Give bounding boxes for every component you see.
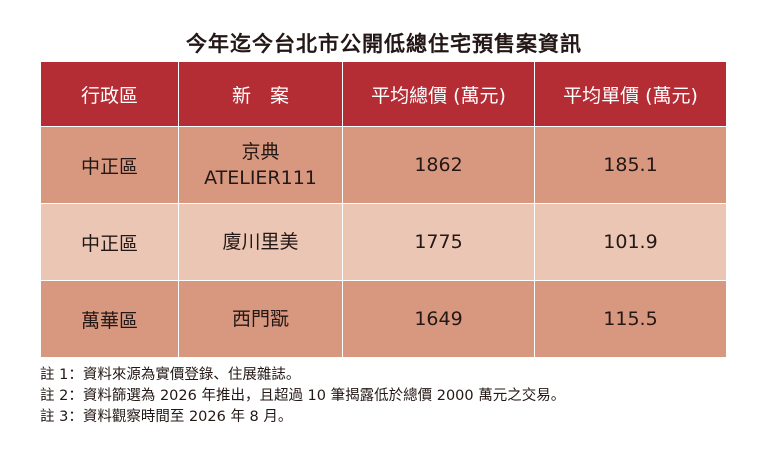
project-name-line2: ATELIER111 xyxy=(204,167,317,189)
page-title: 今年迄今台北市公開低總住宅預售案資訊 xyxy=(186,32,582,56)
avg-total-cell: 1775 xyxy=(342,203,535,281)
project-cell: 西門翫 xyxy=(178,280,343,358)
footnotes: 註 1：資料來源為實價登錄、住展雜誌。 註 2：資料篩選為 2026 年推出，且… xyxy=(40,365,565,428)
project-name-line1: 廈川里美 xyxy=(222,231,299,253)
footnote-2: 註 2：資料篩選為 2026 年推出，且超過 10 筆揭露低於總價 2000 萬… xyxy=(40,388,566,404)
header-district: 行政區 xyxy=(40,61,179,127)
table-row: 萬華區 西門翫 1649 115.5 xyxy=(40,280,727,358)
avg-total-cell: 1862 xyxy=(342,126,535,204)
avg-total-cell: 1649 xyxy=(342,280,535,358)
project-name-line1: 京典 xyxy=(241,141,280,163)
district-cell: 中正區 xyxy=(40,126,179,204)
header-avg-total: 平均總價 (萬元) xyxy=(342,61,535,127)
table-row: 中正區 京典 ATELIER111 1862 185.1 xyxy=(40,126,727,204)
avg-unit-cell: 101.9 xyxy=(534,203,727,281)
footnote-1: 註 1：資料來源為實價登錄、住展雜誌。 xyxy=(40,367,301,383)
table-row: 中正區 廈川里美 1775 101.9 xyxy=(40,203,727,281)
avg-unit-cell: 185.1 xyxy=(534,126,727,204)
header-project: 新 案 xyxy=(178,61,343,127)
district-cell: 中正區 xyxy=(40,203,179,281)
project-cell: 廈川里美 xyxy=(178,203,343,281)
project-cell: 京典 ATELIER111 xyxy=(178,126,343,204)
presale-table: 行政區 新 案 平均總價 (萬元) 平均單價 (萬元) 中正區 京典 ATELI… xyxy=(40,61,727,358)
district-cell: 萬華區 xyxy=(40,280,179,358)
header-avg-unit: 平均單價 (萬元) xyxy=(534,61,727,127)
project-name-line1: 西門翫 xyxy=(231,308,289,330)
table-header-row: 行政區 新 案 平均總價 (萬元) 平均單價 (萬元) xyxy=(40,61,727,127)
footnote-3: 註 3：資料觀察時間至 2026 年 8 月。 xyxy=(40,409,293,425)
avg-unit-cell: 115.5 xyxy=(534,280,727,358)
